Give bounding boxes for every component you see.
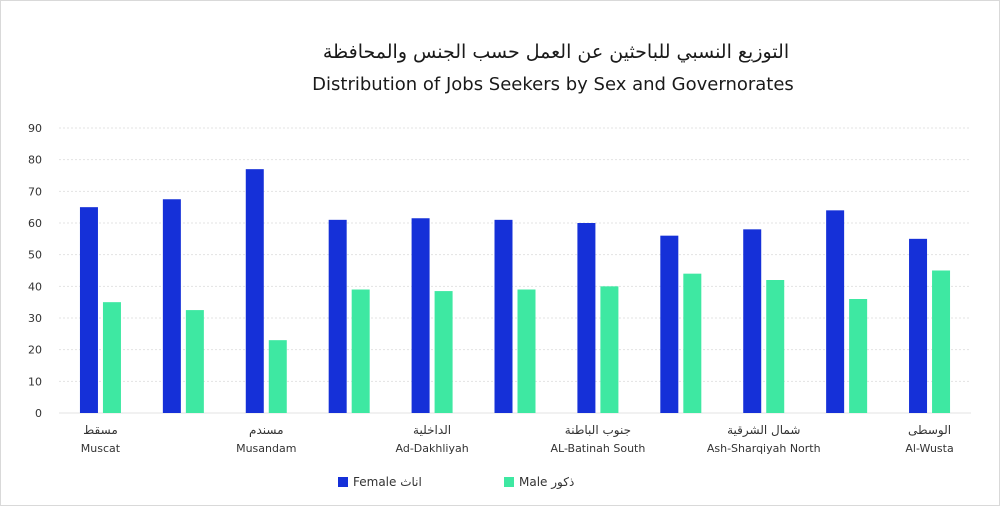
bar-female xyxy=(245,169,264,413)
y-axis: 0 10 20 30 40 50 60 70 80 90 xyxy=(28,122,42,420)
x-tick-label: Ad-Dakhliyah xyxy=(396,442,469,455)
legend-swatch-male xyxy=(504,477,514,487)
bar-female xyxy=(826,210,845,413)
bar-male xyxy=(434,291,453,413)
y-tick-label: 20 xyxy=(28,344,42,357)
bar-male xyxy=(351,289,370,413)
legend: Female اناث Male ذكور xyxy=(338,475,574,490)
x-tick-label-arabic: الوسطى xyxy=(908,423,951,438)
bar-male xyxy=(849,299,868,413)
x-tick-label: Ash-Sharqiyah North xyxy=(707,442,821,455)
y-tick-label: 30 xyxy=(28,312,42,325)
y-tick-label: 10 xyxy=(28,375,42,388)
bar-male xyxy=(102,302,121,413)
legend-label-male: Male ذكور xyxy=(519,475,574,490)
x-tick-label: Musandam xyxy=(236,442,296,455)
y-tick-label: 0 xyxy=(35,407,42,420)
bar-female xyxy=(909,238,928,413)
bar-male xyxy=(766,280,785,413)
y-tick-label: 80 xyxy=(28,154,42,167)
x-tick-label: Al-Wusta xyxy=(905,442,953,455)
x-tick-label-arabic: الداخلية xyxy=(413,423,451,437)
bar-male xyxy=(600,286,619,413)
legend-swatch-female xyxy=(338,477,348,487)
bar-male xyxy=(932,270,951,413)
bar-female xyxy=(577,223,596,413)
bar-male xyxy=(268,340,287,413)
grid-lines xyxy=(59,127,971,414)
x-tick-label-arabic: جنوب الباطنة xyxy=(565,423,631,438)
chart-title: Distribution of Jobs Seekers by Sex and … xyxy=(312,74,794,95)
y-tick-label: 70 xyxy=(28,185,42,198)
x-tick-label-arabic: مسندم xyxy=(249,423,283,437)
bar-female xyxy=(494,219,513,413)
x-tick-label: AL-Batinah South xyxy=(550,442,645,455)
bars xyxy=(79,169,951,413)
y-tick-label: 50 xyxy=(28,249,42,262)
bar-male xyxy=(683,273,702,413)
y-tick-label: 90 xyxy=(28,122,42,135)
x-tick-label-arabic: مسقط xyxy=(83,423,118,437)
bar-female xyxy=(660,235,679,413)
y-tick-label: 40 xyxy=(28,280,42,293)
bar-female xyxy=(328,219,347,413)
x-tick-label-arabic: شمال الشرقية xyxy=(727,423,800,438)
legend-label-female: Female اناث xyxy=(353,475,422,489)
bar-female xyxy=(79,207,98,413)
bar-male xyxy=(517,289,536,413)
bar-female xyxy=(743,229,762,413)
chart-title-arabic: التوزيع النسبي للباحثين عن العمل حسب الج… xyxy=(323,41,789,63)
bar-female xyxy=(411,218,430,413)
x-tick-label: Muscat xyxy=(81,442,121,455)
x-axis-labels: مسقط Muscat مسندم Musandam الداخلية Ad-Dakhli… xyxy=(81,423,954,455)
y-tick-label: 60 xyxy=(28,217,42,230)
bar-male xyxy=(185,310,204,413)
bar-female xyxy=(162,199,181,413)
